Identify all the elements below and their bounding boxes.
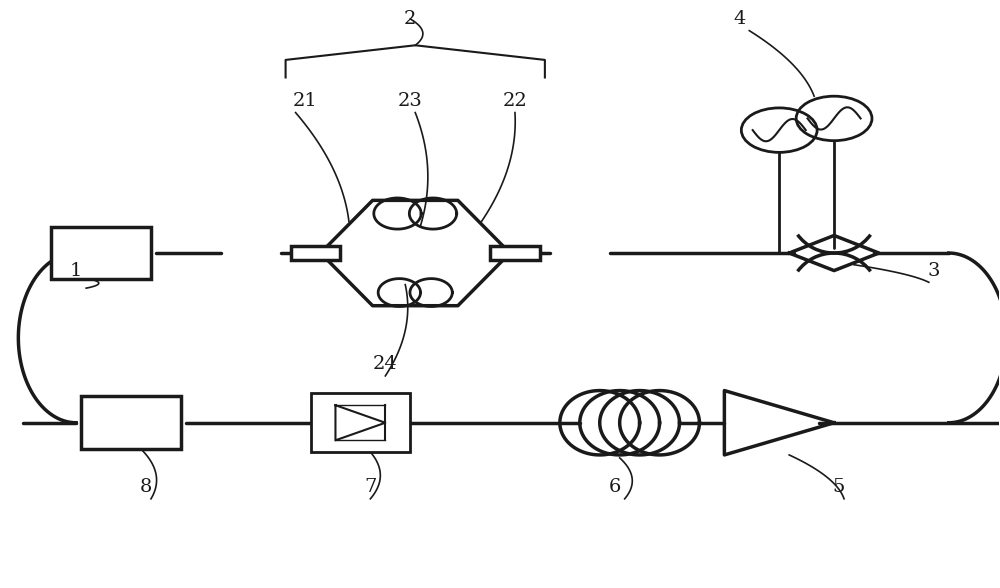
Text: 23: 23 — [398, 92, 423, 110]
Bar — [291, 246, 340, 260]
Text: 5: 5 — [833, 478, 845, 496]
Text: 4: 4 — [733, 10, 746, 28]
Text: 22: 22 — [503, 92, 527, 110]
Text: 6: 6 — [608, 478, 621, 496]
Bar — [81, 396, 181, 449]
Text: 21: 21 — [293, 92, 318, 110]
Text: 1: 1 — [70, 262, 82, 279]
Text: 24: 24 — [373, 355, 398, 373]
Text: 3: 3 — [928, 262, 940, 279]
Text: 8: 8 — [140, 478, 152, 496]
Text: 2: 2 — [404, 10, 416, 28]
Bar — [51, 227, 151, 279]
Bar — [490, 246, 540, 260]
Bar — [311, 393, 410, 452]
Text: 7: 7 — [364, 478, 377, 496]
